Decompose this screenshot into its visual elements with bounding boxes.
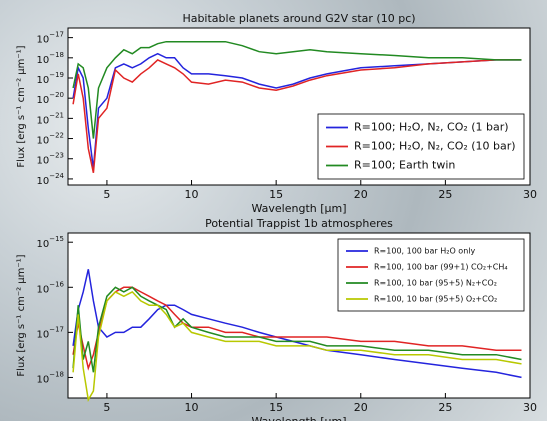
y-tick-label: 10−17	[36, 31, 64, 46]
chart-title: Habitable planets around G2V star (10 pc…	[182, 12, 415, 25]
series-line	[72, 286, 522, 373]
x-tick-label: 10	[185, 188, 199, 201]
x-tick-label: 10	[185, 401, 199, 414]
series-line	[72, 59, 522, 173]
series-line	[72, 290, 522, 402]
x-tick-label: 25	[438, 401, 452, 414]
legend-box	[317, 113, 525, 180]
x-tick-label: 5	[103, 188, 110, 201]
legend-label: R=100; Earth twin	[354, 159, 455, 172]
y-tick-label: 10−20	[36, 91, 64, 106]
y-axis-label: Flux [erg s⁻¹ cm⁻² μm⁻¹]	[16, 254, 27, 376]
y-axis-label: Flux [erg s⁻¹ cm⁻² μm⁻¹]	[16, 45, 27, 167]
x-tick-label: 25	[438, 188, 452, 201]
series-line	[72, 40, 522, 139]
series-line	[72, 52, 522, 169]
legend-label: R=100; H₂O, N₂, CO₂ (10 bar)	[354, 140, 516, 153]
legend-label: R=100, 100 bar (99+1) CO₂+CH₄	[374, 263, 508, 272]
chart-title: Potential Trappist 1b atmospheres	[205, 217, 393, 230]
y-tick-label: 10−17	[36, 325, 64, 340]
y-tick-label: 10−15	[36, 235, 64, 250]
y-tick-label: 10−24	[36, 172, 64, 187]
y-tick-label: 10−22	[36, 132, 64, 147]
y-tick-label: 10−18	[36, 370, 64, 385]
y-tick-label: 10−16	[36, 280, 64, 295]
x-axis-label: Wavelength [μm]	[251, 415, 346, 421]
legend-label: R=100, 10 bar (95+5) N₂+CO₂	[374, 279, 497, 288]
y-tick-label: 10−21	[36, 111, 64, 126]
x-axis-label: Wavelength [μm]	[251, 202, 346, 215]
x-tick-label: 15	[269, 401, 283, 414]
y-tick-label: 10−23	[36, 152, 64, 167]
x-tick-label: 30	[523, 401, 537, 414]
y-tick-label: 10−19	[36, 71, 64, 86]
x-tick-label: 20	[354, 401, 368, 414]
legend-label: R=100, 10 bar (95+5) O₂+CO₂	[374, 295, 497, 304]
legend-label: R=100, 100 bar H₂O only	[374, 247, 475, 256]
y-tick-label: 10−18	[36, 51, 64, 66]
x-tick-label: 20	[354, 188, 368, 201]
x-tick-label: 5	[103, 401, 110, 414]
legend-box	[337, 238, 525, 312]
x-tick-label: 15	[269, 188, 283, 201]
legend-label: R=100; H₂O, N₂, CO₂ (1 bar)	[354, 121, 509, 134]
x-tick-label: 30	[523, 188, 537, 201]
